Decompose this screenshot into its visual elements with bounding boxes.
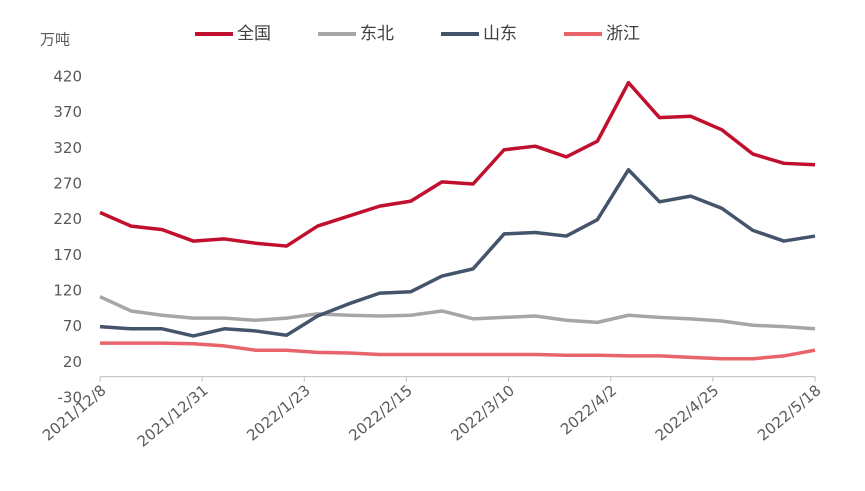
x-tick-label: 2022/1/23 <box>243 381 313 444</box>
y-tick-label: 220 <box>53 210 82 228</box>
y-tick-label: 120 <box>53 282 82 300</box>
series-line <box>99 80 816 248</box>
series-line <box>99 167 816 338</box>
x-tick-label: 2022/4/2 <box>557 381 620 438</box>
legend-label: 全国 <box>237 24 271 44</box>
x-tick-label: 2022/4/25 <box>652 381 722 444</box>
y-tick-label: 70 <box>63 317 82 335</box>
x-tick-label: 2021/12/31 <box>134 381 212 450</box>
y-tick-label: 370 <box>53 103 82 121</box>
legend-label: 山东 <box>483 24 517 44</box>
y-tick-label: 170 <box>53 246 82 264</box>
x-tick-label: 2022/5/18 <box>754 381 824 444</box>
y-tick-label: 20 <box>63 353 82 371</box>
legend-label: 东北 <box>360 24 394 44</box>
y-tick-label: 420 <box>53 68 82 86</box>
series-line <box>100 341 816 361</box>
x-tick-label: 2022/3/10 <box>448 381 518 444</box>
legend-label: 浙江 <box>606 24 640 44</box>
y-tick-label: 270 <box>53 175 82 193</box>
y-axis-unit: 万吨 <box>40 31 70 49</box>
y-tick-label: -30 <box>58 389 83 407</box>
x-tick-label: 2022/2/15 <box>345 381 415 444</box>
y-tick-label: 320 <box>53 139 82 157</box>
series-line <box>99 295 816 331</box>
